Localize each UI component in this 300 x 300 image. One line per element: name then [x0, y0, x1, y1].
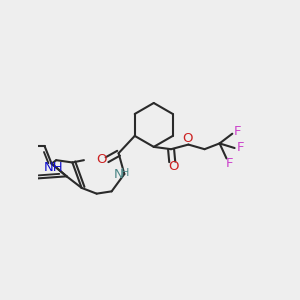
Text: N: N [114, 167, 124, 181]
Text: O: O [168, 160, 179, 172]
Text: O: O [182, 132, 193, 145]
Text: H: H [121, 168, 130, 178]
Text: O: O [97, 153, 107, 166]
Text: F: F [226, 157, 234, 170]
Text: F: F [234, 125, 241, 138]
Text: NH: NH [44, 160, 64, 174]
Text: F: F [237, 141, 244, 154]
